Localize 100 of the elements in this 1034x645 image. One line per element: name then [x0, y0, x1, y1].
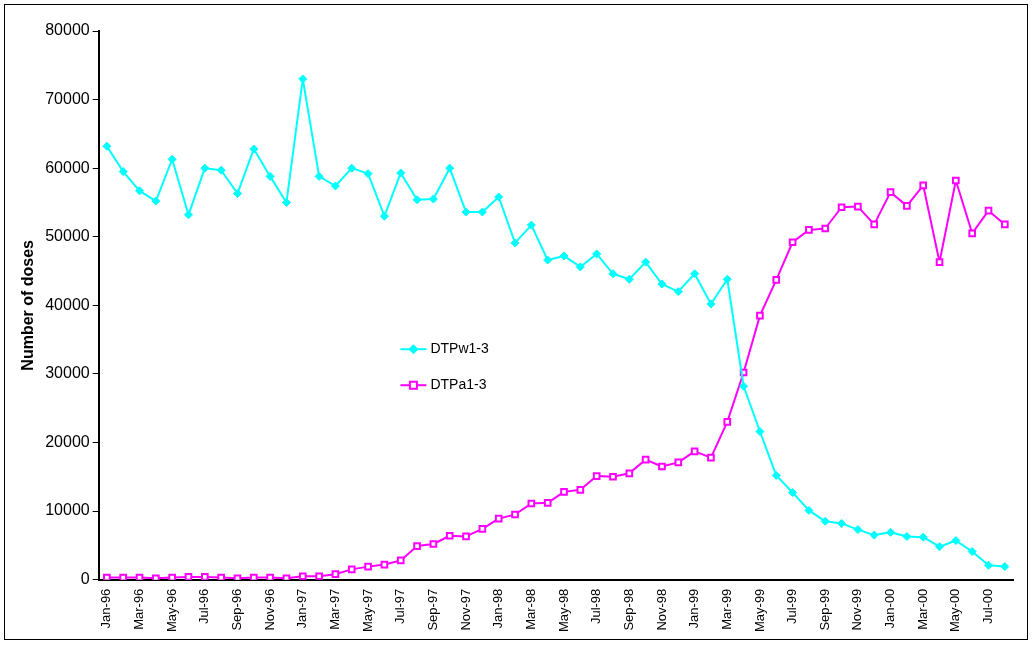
point	[592, 472, 601, 480]
point	[657, 279, 667, 289]
point	[968, 229, 977, 238]
point	[918, 532, 928, 542]
point	[494, 192, 504, 202]
point	[967, 547, 977, 557]
legend-label: DTPa1-3	[430, 376, 487, 393]
point	[804, 505, 814, 515]
y-tick-label: 40000	[45, 295, 90, 313]
y-tick-label: 30000	[45, 364, 90, 382]
y-axis-title: Number of doses	[19, 239, 37, 371]
y-tick-label: 70000	[45, 89, 90, 107]
point	[298, 572, 307, 580]
x-tick-label: May-98	[555, 588, 571, 633]
x-tick-label: Sep-96	[229, 588, 245, 631]
point	[984, 206, 993, 215]
point	[608, 269, 618, 279]
x-tick-label: Jan-99	[686, 588, 702, 629]
point	[756, 311, 764, 320]
point	[690, 269, 700, 279]
point	[1001, 220, 1009, 229]
point	[575, 262, 585, 272]
point	[103, 573, 111, 580]
point	[853, 525, 863, 535]
point	[560, 488, 568, 496]
point	[298, 74, 308, 84]
x-tick-label: Sep-99	[816, 588, 832, 631]
point	[526, 220, 536, 230]
point	[673, 287, 683, 297]
point	[886, 527, 896, 537]
point	[609, 472, 617, 481]
point	[364, 562, 372, 571]
x-tick-label: May-96	[163, 588, 179, 633]
point	[903, 202, 911, 210]
y-tick-label: 0	[80, 570, 90, 588]
y-tick-label: 80000	[45, 21, 90, 39]
point	[315, 572, 323, 580]
point	[217, 573, 225, 580]
point	[428, 194, 438, 204]
point	[478, 525, 487, 533]
point	[200, 573, 209, 580]
point	[707, 453, 715, 462]
point	[543, 255, 553, 265]
point	[722, 274, 732, 284]
point	[445, 531, 454, 540]
x-tick-label: Mar-00	[914, 588, 930, 630]
x-tick-label: Jul-97	[392, 588, 408, 625]
point	[168, 573, 176, 580]
point	[330, 181, 340, 191]
point	[984, 560, 994, 570]
x-tick-label: Nov-99	[849, 588, 865, 631]
y-tick-label: 60000	[45, 158, 90, 176]
point	[576, 485, 585, 494]
point	[1000, 562, 1010, 572]
point	[886, 188, 895, 196]
point	[200, 163, 210, 173]
point	[118, 167, 128, 177]
point	[772, 276, 781, 284]
point	[119, 573, 128, 580]
point	[281, 197, 291, 207]
x-tick-label: Nov-96	[261, 588, 277, 631]
point	[363, 169, 373, 179]
x-tick-label: Jan-00	[882, 588, 898, 629]
x-tick-label: Jul-98	[588, 588, 604, 625]
point	[347, 163, 357, 173]
point	[952, 176, 960, 185]
point	[152, 574, 160, 580]
point	[624, 274, 634, 284]
x-tick-label: May-99	[751, 588, 767, 633]
x-tick-label: Jul-00	[980, 588, 996, 625]
point	[592, 249, 602, 259]
point	[771, 470, 781, 480]
point	[837, 203, 846, 212]
y-tick-label: 10000	[45, 501, 90, 519]
point	[331, 570, 340, 578]
y-tick-label: 20000	[45, 432, 90, 450]
point	[935, 258, 944, 266]
point	[167, 154, 177, 164]
x-tick-label: Mar-97	[327, 588, 343, 630]
point	[739, 381, 749, 391]
point	[854, 202, 862, 211]
point	[232, 189, 242, 199]
point	[559, 251, 569, 261]
point	[461, 207, 471, 217]
x-tick-label: May-00	[947, 588, 963, 633]
x-tick-label: May-97	[359, 588, 375, 633]
point	[674, 458, 683, 467]
point	[379, 211, 389, 221]
point	[412, 195, 422, 205]
point	[102, 141, 112, 151]
point	[249, 144, 259, 154]
point	[413, 542, 421, 550]
point	[821, 224, 830, 233]
point	[919, 181, 928, 190]
x-tick-label: Sep-97	[424, 588, 440, 631]
x-tick-label: Jan-97	[294, 588, 310, 629]
point	[249, 573, 258, 580]
x-tick-label: Jul-96	[196, 588, 212, 625]
point	[805, 226, 813, 234]
point	[494, 514, 503, 523]
